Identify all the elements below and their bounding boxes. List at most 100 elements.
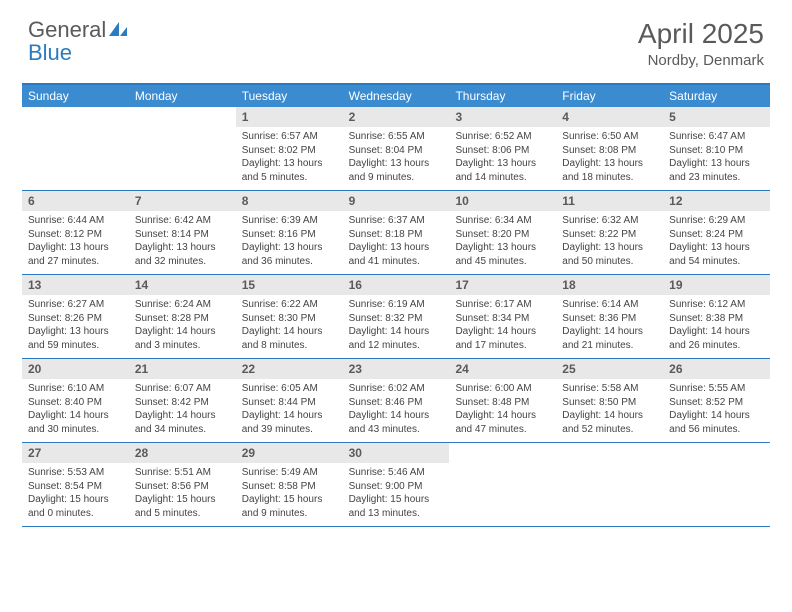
logo: GeneralBlue (28, 18, 128, 64)
day-details: Sunrise: 6:44 AMSunset: 8:12 PMDaylight:… (22, 211, 129, 274)
day-details: Sunrise: 6:32 AMSunset: 8:22 PMDaylight:… (556, 211, 663, 274)
day-details: Sunrise: 6:50 AMSunset: 8:08 PMDaylight:… (556, 127, 663, 190)
month-title: April 2025 (638, 18, 764, 50)
day-number: 19 (663, 275, 770, 295)
day-cell: 17Sunrise: 6:17 AMSunset: 8:34 PMDayligh… (449, 275, 556, 358)
day-details: Sunrise: 5:51 AMSunset: 8:56 PMDaylight:… (129, 463, 236, 526)
dow-sunday: Sunday (22, 85, 129, 107)
week-row: 13Sunrise: 6:27 AMSunset: 8:26 PMDayligh… (22, 275, 770, 359)
day-cell: 10Sunrise: 6:34 AMSunset: 8:20 PMDayligh… (449, 191, 556, 274)
day-details: Sunrise: 6:55 AMSunset: 8:04 PMDaylight:… (343, 127, 450, 190)
day-cell: 30Sunrise: 5:46 AMSunset: 9:00 PMDayligh… (343, 443, 450, 526)
day-number: 22 (236, 359, 343, 379)
day-number: 29 (236, 443, 343, 463)
title-block: April 2025 Nordby, Denmark (638, 18, 764, 69)
empty-cell (663, 443, 770, 526)
day-details: Sunrise: 6:42 AMSunset: 8:14 PMDaylight:… (129, 211, 236, 274)
day-details: Sunrise: 6:29 AMSunset: 8:24 PMDaylight:… (663, 211, 770, 274)
day-details: Sunrise: 6:07 AMSunset: 8:42 PMDaylight:… (129, 379, 236, 442)
logo-text-1: General (28, 17, 106, 42)
empty-cell (556, 443, 663, 526)
day-number: 18 (556, 275, 663, 295)
day-cell: 24Sunrise: 6:00 AMSunset: 8:48 PMDayligh… (449, 359, 556, 442)
day-number: 6 (22, 191, 129, 211)
day-cell: 7Sunrise: 6:42 AMSunset: 8:14 PMDaylight… (129, 191, 236, 274)
dow-tuesday: Tuesday (236, 85, 343, 107)
empty-cell (129, 107, 236, 190)
day-details: Sunrise: 6:14 AMSunset: 8:36 PMDaylight:… (556, 295, 663, 358)
dow-monday: Monday (129, 85, 236, 107)
logo-text-2: Blue (28, 41, 128, 64)
day-cell: 23Sunrise: 6:02 AMSunset: 8:46 PMDayligh… (343, 359, 450, 442)
day-details: Sunrise: 5:58 AMSunset: 8:50 PMDaylight:… (556, 379, 663, 442)
day-details: Sunrise: 6:47 AMSunset: 8:10 PMDaylight:… (663, 127, 770, 190)
week-row: 6Sunrise: 6:44 AMSunset: 8:12 PMDaylight… (22, 191, 770, 275)
day-number: 17 (449, 275, 556, 295)
day-number: 30 (343, 443, 450, 463)
day-number: 12 (663, 191, 770, 211)
day-of-week-header: SundayMondayTuesdayWednesdayThursdayFrid… (22, 85, 770, 107)
day-cell: 22Sunrise: 6:05 AMSunset: 8:44 PMDayligh… (236, 359, 343, 442)
day-cell: 1Sunrise: 6:57 AMSunset: 8:02 PMDaylight… (236, 107, 343, 190)
day-number: 23 (343, 359, 450, 379)
day-cell: 15Sunrise: 6:22 AMSunset: 8:30 PMDayligh… (236, 275, 343, 358)
day-cell: 19Sunrise: 6:12 AMSunset: 8:38 PMDayligh… (663, 275, 770, 358)
day-details: Sunrise: 6:37 AMSunset: 8:18 PMDaylight:… (343, 211, 450, 274)
day-number: 26 (663, 359, 770, 379)
day-cell: 6Sunrise: 6:44 AMSunset: 8:12 PMDaylight… (22, 191, 129, 274)
day-number: 10 (449, 191, 556, 211)
day-cell: 5Sunrise: 6:47 AMSunset: 8:10 PMDaylight… (663, 107, 770, 190)
day-cell: 18Sunrise: 6:14 AMSunset: 8:36 PMDayligh… (556, 275, 663, 358)
dow-saturday: Saturday (663, 85, 770, 107)
dow-wednesday: Wednesday (343, 85, 450, 107)
day-details: Sunrise: 6:34 AMSunset: 8:20 PMDaylight:… (449, 211, 556, 274)
day-details: Sunrise: 6:10 AMSunset: 8:40 PMDaylight:… (22, 379, 129, 442)
day-details: Sunrise: 6:27 AMSunset: 8:26 PMDaylight:… (22, 295, 129, 358)
day-cell: 21Sunrise: 6:07 AMSunset: 8:42 PMDayligh… (129, 359, 236, 442)
day-details: Sunrise: 6:12 AMSunset: 8:38 PMDaylight:… (663, 295, 770, 358)
day-cell: 26Sunrise: 5:55 AMSunset: 8:52 PMDayligh… (663, 359, 770, 442)
day-number: 16 (343, 275, 450, 295)
day-cell: 12Sunrise: 6:29 AMSunset: 8:24 PMDayligh… (663, 191, 770, 274)
day-number: 2 (343, 107, 450, 127)
day-cell: 2Sunrise: 6:55 AMSunset: 8:04 PMDaylight… (343, 107, 450, 190)
day-number: 7 (129, 191, 236, 211)
day-details: Sunrise: 6:00 AMSunset: 8:48 PMDaylight:… (449, 379, 556, 442)
day-cell: 8Sunrise: 6:39 AMSunset: 8:16 PMDaylight… (236, 191, 343, 274)
day-cell: 20Sunrise: 6:10 AMSunset: 8:40 PMDayligh… (22, 359, 129, 442)
day-details: Sunrise: 5:55 AMSunset: 8:52 PMDaylight:… (663, 379, 770, 442)
day-cell: 3Sunrise: 6:52 AMSunset: 8:06 PMDaylight… (449, 107, 556, 190)
day-number: 14 (129, 275, 236, 295)
day-cell: 14Sunrise: 6:24 AMSunset: 8:28 PMDayligh… (129, 275, 236, 358)
day-details: Sunrise: 6:19 AMSunset: 8:32 PMDaylight:… (343, 295, 450, 358)
week-row: 20Sunrise: 6:10 AMSunset: 8:40 PMDayligh… (22, 359, 770, 443)
dow-thursday: Thursday (449, 85, 556, 107)
day-number: 28 (129, 443, 236, 463)
day-number: 20 (22, 359, 129, 379)
day-details: Sunrise: 6:02 AMSunset: 8:46 PMDaylight:… (343, 379, 450, 442)
day-number: 13 (22, 275, 129, 295)
week-row: 1Sunrise: 6:57 AMSunset: 8:02 PMDaylight… (22, 107, 770, 191)
day-number: 24 (449, 359, 556, 379)
day-number: 9 (343, 191, 450, 211)
day-number: 3 (449, 107, 556, 127)
day-number: 4 (556, 107, 663, 127)
week-row: 27Sunrise: 5:53 AMSunset: 8:54 PMDayligh… (22, 443, 770, 527)
day-cell: 13Sunrise: 6:27 AMSunset: 8:26 PMDayligh… (22, 275, 129, 358)
day-details: Sunrise: 6:22 AMSunset: 8:30 PMDaylight:… (236, 295, 343, 358)
day-details: Sunrise: 6:24 AMSunset: 8:28 PMDaylight:… (129, 295, 236, 358)
day-cell: 27Sunrise: 5:53 AMSunset: 8:54 PMDayligh… (22, 443, 129, 526)
day-details: Sunrise: 5:49 AMSunset: 8:58 PMDaylight:… (236, 463, 343, 526)
day-cell: 25Sunrise: 5:58 AMSunset: 8:50 PMDayligh… (556, 359, 663, 442)
day-cell: 11Sunrise: 6:32 AMSunset: 8:22 PMDayligh… (556, 191, 663, 274)
day-cell: 9Sunrise: 6:37 AMSunset: 8:18 PMDaylight… (343, 191, 450, 274)
day-cell: 16Sunrise: 6:19 AMSunset: 8:32 PMDayligh… (343, 275, 450, 358)
day-details: Sunrise: 6:39 AMSunset: 8:16 PMDaylight:… (236, 211, 343, 274)
day-details: Sunrise: 6:17 AMSunset: 8:34 PMDaylight:… (449, 295, 556, 358)
day-cell: 28Sunrise: 5:51 AMSunset: 8:56 PMDayligh… (129, 443, 236, 526)
logo-sail-icon (108, 18, 128, 41)
location: Nordby, Denmark (638, 52, 764, 69)
empty-cell (449, 443, 556, 526)
calendar: SundayMondayTuesdayWednesdayThursdayFrid… (22, 83, 770, 527)
day-details: Sunrise: 6:05 AMSunset: 8:44 PMDaylight:… (236, 379, 343, 442)
